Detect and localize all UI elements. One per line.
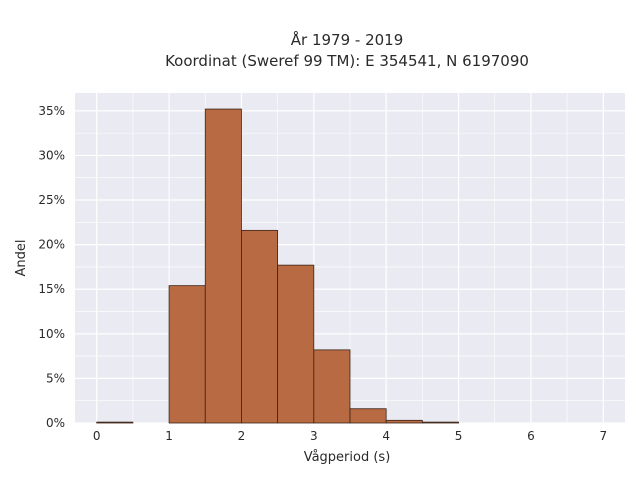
y-tick-label: 30% bbox=[38, 148, 65, 162]
histogram-bar-0 bbox=[96, 421, 134, 424]
histogram-bar-3 bbox=[204, 108, 242, 424]
x-tick-label: 4 bbox=[382, 429, 390, 443]
x-tick-label: 5 bbox=[455, 429, 463, 443]
histogram-bar-2 bbox=[168, 285, 206, 424]
chart-subtitle: Koordinat (Sweref 99 TM): E 354541, N 61… bbox=[165, 52, 529, 70]
histogram-bar-6 bbox=[313, 349, 351, 424]
chart-title: År 1979 - 2019 bbox=[291, 30, 404, 49]
y-tick-label: 35% bbox=[38, 104, 65, 118]
histogram-bar-8 bbox=[385, 419, 423, 424]
y-tick-label: 10% bbox=[38, 327, 65, 341]
x-tick-label: 2 bbox=[238, 429, 246, 443]
y-axis-label: Andel bbox=[14, 240, 29, 277]
y-tick-label: 5% bbox=[46, 371, 65, 385]
bars bbox=[96, 108, 459, 424]
histogram-bar-7 bbox=[349, 408, 387, 424]
histogram-bar-9 bbox=[421, 421, 459, 424]
histogram-bar-4 bbox=[241, 229, 279, 424]
x-tick-label: 7 bbox=[599, 429, 607, 443]
y-tick-labels: 0% 5% 10% 15% 20% 25% 30% 35% bbox=[38, 104, 65, 430]
y-tick-label: 20% bbox=[38, 238, 65, 252]
grid-lines bbox=[75, 93, 625, 424]
x-tick-label: 6 bbox=[527, 429, 535, 443]
y-tick-label: 0% bbox=[46, 416, 65, 430]
x-axis-label: Vågperiod (s) bbox=[304, 450, 391, 465]
histogram-bar-5 bbox=[277, 264, 315, 424]
y-tick-label: 15% bbox=[38, 282, 65, 296]
y-tick-label: 25% bbox=[38, 193, 65, 207]
x-tick-label: 3 bbox=[310, 429, 318, 443]
x-tick-labels: 0 1 2 3 4 5 6 7 bbox=[93, 429, 607, 443]
x-tick-label: 0 bbox=[93, 429, 101, 443]
x-tick-label: 1 bbox=[165, 429, 173, 443]
